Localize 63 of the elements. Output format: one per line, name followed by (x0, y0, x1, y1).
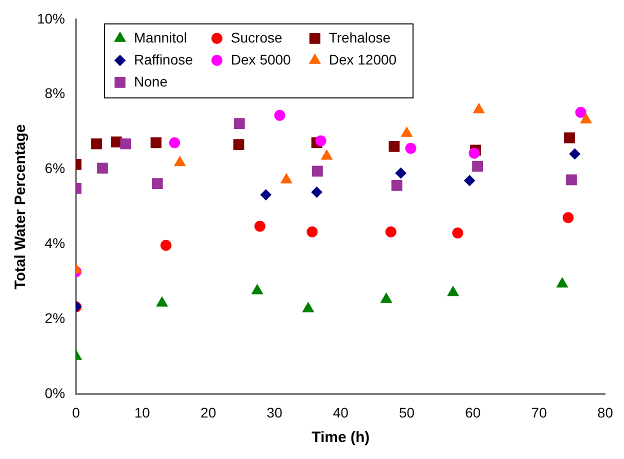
point (395, 168, 406, 179)
point (233, 139, 244, 150)
point (120, 138, 132, 150)
point (556, 278, 568, 288)
point (156, 296, 168, 307)
point (452, 228, 464, 239)
point (562, 212, 574, 224)
x-tick-label: 20 (200, 404, 216, 420)
point (91, 138, 102, 150)
point (447, 286, 459, 296)
x-tick-label: 10 (134, 404, 150, 420)
point (274, 110, 286, 121)
y-tick-label: 10% (36, 10, 66, 26)
point (169, 137, 180, 148)
point (468, 148, 480, 159)
point (254, 220, 266, 232)
y-tick-label: 6% (44, 160, 66, 176)
point (160, 240, 172, 251)
y-tick-label: 0% (44, 385, 66, 402)
point (306, 226, 318, 238)
point (260, 189, 272, 200)
point (315, 135, 326, 146)
point (380, 292, 392, 303)
point (312, 166, 323, 177)
point (391, 180, 402, 191)
x-tick-label: 40 (332, 404, 349, 420)
x-tick-label: 70 (531, 404, 548, 420)
x-tick-label: 60 (465, 404, 481, 420)
legend-label: Dex 5000 (230, 51, 292, 68)
point (311, 186, 322, 198)
point (97, 162, 108, 174)
legend-label: Mannitol (134, 29, 187, 46)
point (405, 142, 416, 154)
x-axis-title: Time (h) (312, 429, 370, 446)
y-tick-label: 2% (44, 310, 66, 326)
point (234, 118, 245, 130)
point (174, 156, 186, 166)
legend-label: Trehalose (328, 29, 391, 46)
point (388, 141, 400, 152)
y-tick-label: 4% (44, 235, 66, 252)
point (321, 150, 332, 160)
point (252, 284, 263, 294)
x-tick-label: 80 (597, 404, 614, 420)
point (575, 106, 586, 118)
legend-label: None (134, 73, 168, 90)
point (152, 178, 163, 190)
x-tick-label: 30 (266, 404, 282, 420)
x-tick-label: 0 (72, 404, 80, 420)
point (302, 302, 314, 312)
y-axis-title: Total Water Percentage (12, 124, 30, 290)
point (569, 148, 580, 160)
x-tick-label: 50 (398, 404, 415, 420)
point (385, 226, 396, 238)
point (472, 160, 483, 172)
legend-label: Dex 12000 (328, 51, 397, 68)
legend-label: Raffinose (134, 51, 194, 68)
legend-label: Sucrose (230, 29, 282, 46)
point (564, 132, 575, 144)
point (280, 173, 292, 184)
point (464, 175, 476, 186)
point (566, 174, 577, 186)
y-tick-label: 8% (44, 85, 66, 102)
point (150, 137, 162, 148)
